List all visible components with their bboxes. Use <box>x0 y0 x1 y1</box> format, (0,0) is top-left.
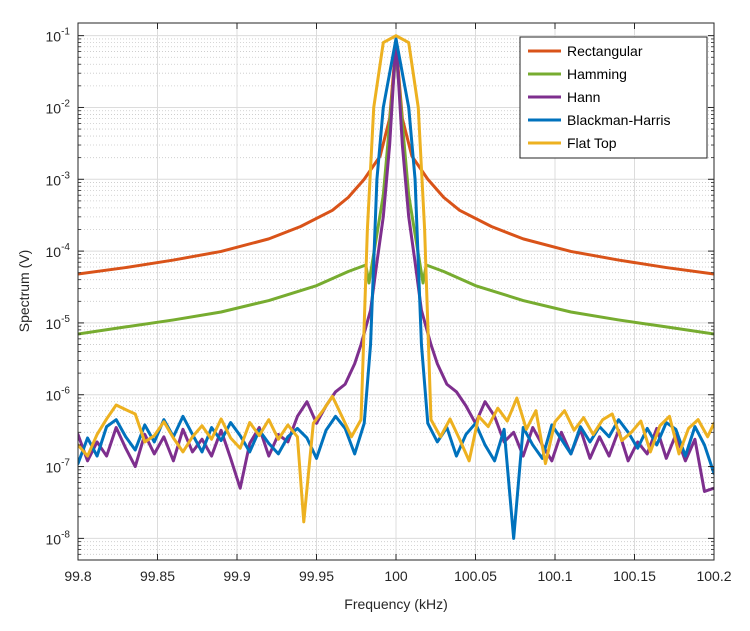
x-tick-label: 99.8 <box>64 568 91 584</box>
y-tick-label: 10-6 <box>46 386 71 404</box>
y-tick-label: 10-4 <box>46 242 71 260</box>
y-tick-label: 10-7 <box>46 458 71 476</box>
x-tick-label: 100.15 <box>613 568 656 584</box>
tick-marks <box>77 23 715 560</box>
x-tick-labels: 99.8 99.85 99.9 99.95 100 100.05 100.1 100.15 10… <box>64 568 731 584</box>
x-tick-label: 99.95 <box>299 568 334 584</box>
legend-label-rectangular: Rectangular <box>567 43 643 59</box>
y-axis-label: Spectrum (V) <box>16 250 32 332</box>
x-tick-label: 100.2 <box>696 568 731 584</box>
y-tick-label: 10-5 <box>46 314 71 332</box>
x-tick-label: 99.9 <box>223 568 250 584</box>
x-tick-label: 100 <box>384 568 408 584</box>
legend: Rectangular Hamming Hann Blackman-Harris Fla… <box>519 36 708 159</box>
x-tick-label: 100.1 <box>537 568 572 584</box>
y-tick-label: 10-3 <box>46 170 71 188</box>
series-layer <box>78 34 714 540</box>
series-line-flat-top <box>78 34 714 524</box>
y-tick-label: 10-2 <box>46 98 71 116</box>
x-tick-label: 99.85 <box>140 568 175 584</box>
y-tick-label: 10-8 <box>46 529 71 547</box>
legend-label-hann: Hann <box>567 89 600 105</box>
y-tick-label: 10-1 <box>46 27 71 45</box>
legend-label-flat-top: Flat Top <box>567 135 617 151</box>
legend-label-hamming: Hamming <box>567 66 627 82</box>
x-tick-label: 100.05 <box>454 568 497 584</box>
x-axis-label: Frequency (kHz) <box>344 596 447 612</box>
series-line-blackman-harris <box>78 37 714 540</box>
legend-label-blackman-harris: Blackman-Harris <box>567 112 670 128</box>
y-tick-labels: 10-8 10-7 10-6 10-5 10-4 10-3 10-2 10-1 <box>46 27 71 548</box>
